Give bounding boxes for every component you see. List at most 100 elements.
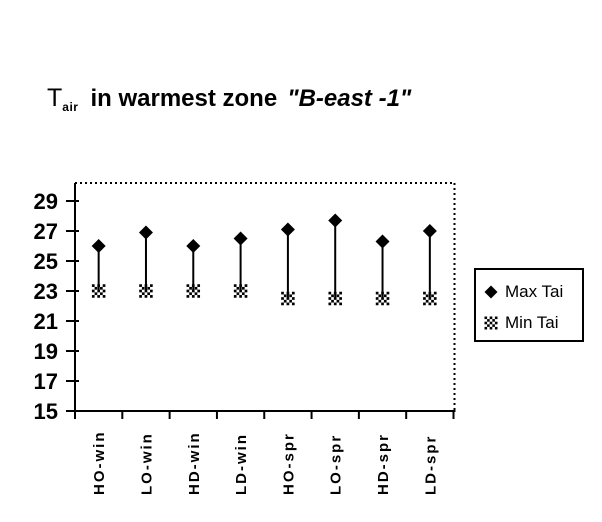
checker-cell: [191, 289, 195, 293]
checker-cell: [423, 302, 426, 306]
checker-cell: [433, 297, 437, 300]
checker-cell: [333, 291, 337, 295]
checker-cell: [383, 294, 387, 298]
checker-cell: [91, 295, 95, 298]
y-tick-label: 25: [34, 249, 58, 274]
checker-cell: [150, 284, 153, 287]
y-tick-label: 27: [34, 219, 58, 244]
min-tai-checker-icon: [484, 316, 498, 330]
checker-cell: [291, 302, 295, 306]
checker-cell: [286, 297, 290, 300]
checker-cell: [381, 297, 384, 300]
checker-cell: [239, 284, 242, 287]
checker-cell: [139, 284, 142, 287]
checker-cell: [375, 291, 379, 295]
checker-cell: [236, 286, 240, 290]
checker-cell: [484, 321, 488, 325]
max-tai-marker: [328, 213, 343, 228]
checker-cell: [241, 292, 245, 296]
max-tai-marker: [186, 239, 201, 253]
checker-cell: [283, 299, 287, 303]
title-t: T: [47, 84, 63, 112]
checker-cell: [244, 284, 248, 287]
y-tick-label: 21: [34, 309, 58, 334]
checker-cell: [423, 297, 426, 300]
checker-cell: [244, 295, 248, 298]
checker-cell: [375, 297, 379, 300]
x-category-label: LD-spr: [422, 435, 439, 495]
x-category-label: LO-win: [138, 432, 155, 495]
checker-cell: [233, 295, 237, 298]
checker-cell: [291, 297, 295, 300]
legend-item-max-tai: Max Tai: [483, 282, 564, 301]
legend-label-max-tai: Max Tai: [505, 282, 564, 301]
min-tai-marker: [186, 284, 201, 298]
checker-cell: [428, 291, 432, 295]
max-tai-marker: [280, 222, 295, 237]
x-category-label: HD-win: [186, 431, 203, 495]
title-text: in warmest zone: [90, 85, 278, 112]
checker-cell: [100, 286, 103, 290]
checker-cell: [286, 291, 290, 295]
min-tai-marker: [91, 284, 106, 298]
checker-cell: [91, 284, 95, 287]
checker-cell: [489, 316, 493, 320]
x-category-label: LO-spr: [328, 434, 345, 495]
checker-cell: [328, 302, 332, 306]
checker-cell: [197, 289, 201, 293]
checker-cell: [94, 286, 98, 290]
checker-cell: [239, 295, 242, 298]
legend: Max Tai Min Tai: [474, 268, 584, 342]
checker-cell: [484, 316, 488, 320]
checker-cell: [433, 302, 437, 306]
checker-cell: [489, 326, 493, 330]
checker-cell: [433, 291, 437, 295]
max-tai-diamond-icon: [484, 285, 498, 299]
checker-cell: [331, 294, 334, 298]
min-tai-marker: [423, 291, 437, 306]
checker-cell: [244, 289, 248, 293]
max-tai-marker: [375, 234, 390, 249]
checker-cell: [386, 291, 390, 295]
checker-cell: [197, 284, 201, 287]
checker-cell: [241, 286, 245, 290]
checker-cell: [186, 295, 190, 298]
checker-cell: [147, 286, 151, 290]
checker-cell: [291, 291, 295, 295]
checker-cell: [94, 292, 98, 296]
checker-cell: [428, 297, 432, 300]
checker-cell: [97, 284, 101, 287]
checker-cell: [339, 297, 342, 300]
min-tai-marker: [233, 284, 248, 298]
checker-cell: [431, 299, 434, 303]
checker-cell: [378, 294, 382, 298]
checker-cell: [494, 326, 498, 330]
checker-cell: [487, 319, 490, 322]
checker-cell: [281, 302, 284, 306]
checker-cell: [150, 289, 153, 293]
checker-cell: [494, 316, 498, 320]
min-tai-marker: [139, 284, 153, 298]
checker-cell: [97, 295, 101, 298]
y-tick-label: 19: [34, 339, 58, 364]
min-tai-marker: [281, 291, 295, 306]
checker-cell: [375, 302, 379, 306]
checker-cell: [383, 299, 387, 303]
checker-cell: [97, 289, 101, 293]
checker-cell: [431, 294, 434, 298]
checker-cell: [186, 284, 190, 287]
checker-cell: [336, 294, 340, 298]
checker-cell: [191, 295, 195, 298]
checker-cell: [333, 297, 337, 300]
checker-cell: [144, 289, 148, 293]
checker-cell: [281, 291, 284, 295]
x-category-label: HD-spr: [375, 433, 392, 495]
checker-cell: [102, 284, 106, 287]
max-tai-marker: [138, 225, 153, 240]
checker-cell: [487, 324, 490, 327]
checker-cell: [378, 299, 382, 303]
checker-cell: [150, 295, 153, 298]
max-tai-marker: [91, 239, 106, 253]
checker-cell: [484, 326, 488, 330]
checker-cell: [194, 286, 198, 290]
